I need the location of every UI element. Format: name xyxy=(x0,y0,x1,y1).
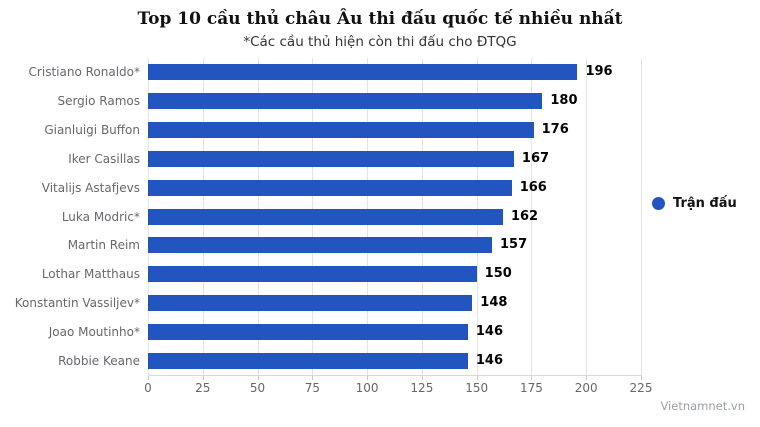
value-label: 176 xyxy=(541,122,569,138)
axis-tick xyxy=(421,376,423,380)
plot-area: 196 180 176 167 166 162 157 150 148 146 146 xyxy=(148,58,642,380)
gridline xyxy=(531,58,533,375)
bar xyxy=(148,294,473,311)
category-label: Cristiano Ronaldo* xyxy=(28,65,140,80)
value-label: 166 xyxy=(519,179,547,195)
gridline xyxy=(641,58,642,375)
axis-tick xyxy=(257,376,259,380)
value-label: 148 xyxy=(480,294,508,310)
bar xyxy=(148,237,492,254)
bar xyxy=(148,179,512,196)
value-label: 162 xyxy=(510,208,539,224)
category-label: Konstantin Vassiljev* xyxy=(14,295,140,310)
axis-tick xyxy=(531,376,533,380)
x-tick-label: 125 xyxy=(410,381,434,395)
x-tick-label: 175 xyxy=(519,381,543,395)
axis-tick xyxy=(641,376,642,380)
x-tick-label: 200 xyxy=(574,381,598,395)
x-tick-label: 50 xyxy=(249,381,266,395)
value-label: 157 xyxy=(500,237,528,253)
x-tick-label: 225 xyxy=(629,381,653,395)
value-label: 150 xyxy=(484,266,512,282)
chart-subtitle: *Các cầu thủ hiện còn thi đấu cho ĐTQG xyxy=(243,34,517,50)
x-axis-line xyxy=(148,375,642,376)
value-label: 146 xyxy=(475,352,504,368)
legend-dot-icon xyxy=(652,197,665,210)
axis-tick xyxy=(367,376,369,380)
axis-tick xyxy=(202,376,204,380)
category-label: Iker Casillas xyxy=(68,151,140,166)
bar xyxy=(148,122,534,139)
x-tick-label: 150 xyxy=(465,381,489,395)
x-tick-label: 75 xyxy=(304,381,320,395)
value-label: 180 xyxy=(550,93,578,109)
axis-tick xyxy=(476,376,478,380)
axis-tick xyxy=(586,376,588,380)
category-label: Robbie Keane xyxy=(58,353,140,368)
bar xyxy=(148,150,514,167)
x-tick-label: 25 xyxy=(195,381,211,395)
value-label: 146 xyxy=(475,323,504,339)
bar xyxy=(148,208,503,225)
x-tick-label: 0 xyxy=(144,381,152,395)
category-label: Joao Moutinho* xyxy=(48,324,140,339)
gridline xyxy=(586,58,588,375)
chart-title: Top 10 cầu thủ châu Âu thi đấu quốc tế n… xyxy=(137,9,623,29)
axis-tick xyxy=(148,376,149,380)
bar xyxy=(148,323,468,340)
category-label: Gianluigi Buffon xyxy=(44,123,140,138)
category-label: Vitalijs Astafjevs xyxy=(41,180,140,195)
category-label: Lothar Matthaus xyxy=(41,267,140,282)
category-label: Sergio Ramos xyxy=(57,94,140,109)
category-label: Luka Modric* xyxy=(61,209,140,224)
legend-label: Trận đấu xyxy=(673,196,737,211)
bar xyxy=(148,93,543,110)
watermark: Vietnamnet.vn xyxy=(660,399,745,413)
bar xyxy=(148,266,477,283)
legend: Trận đấu xyxy=(652,196,737,211)
category-label: Martin Reim xyxy=(67,238,140,253)
value-label: 167 xyxy=(521,150,550,166)
axis-tick xyxy=(312,376,314,380)
value-label: 196 xyxy=(585,64,613,80)
bar xyxy=(148,352,468,369)
bar xyxy=(148,64,578,81)
x-tick-label: 100 xyxy=(355,381,379,395)
